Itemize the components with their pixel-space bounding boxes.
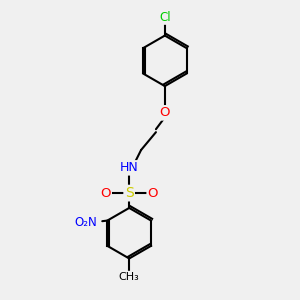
Text: O: O <box>148 187 158 200</box>
Text: O: O <box>160 106 170 119</box>
Text: O: O <box>100 187 111 200</box>
Text: HN: HN <box>120 161 139 174</box>
Text: S: S <box>125 186 134 200</box>
Text: CH₃: CH₃ <box>119 272 140 282</box>
Text: Cl: Cl <box>159 11 171 24</box>
Text: O₂N: O₂N <box>74 216 97 229</box>
